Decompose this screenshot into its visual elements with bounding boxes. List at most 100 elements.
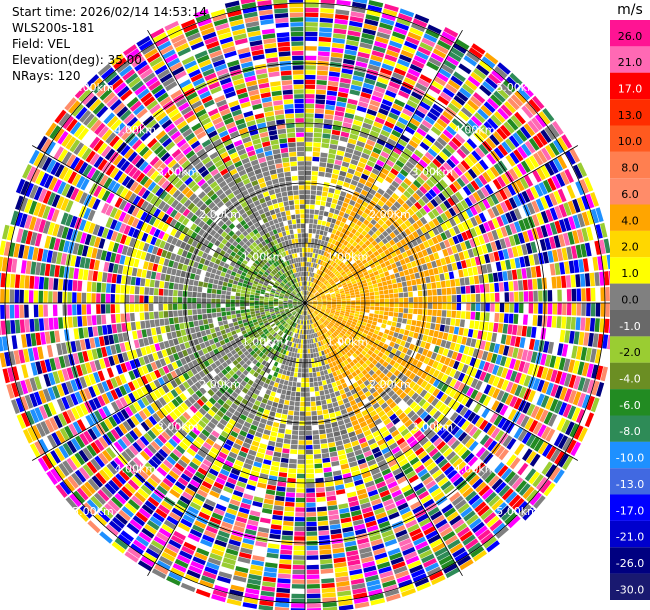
ray-gate <box>481 407 491 419</box>
ray-gate <box>312 304 317 307</box>
ray-gate <box>514 372 522 384</box>
ray-gate <box>181 424 191 434</box>
ray-gate <box>408 255 415 262</box>
ray-gate <box>326 317 332 322</box>
ray-gate <box>344 540 357 547</box>
ray-gate <box>333 552 346 559</box>
ray-gate <box>348 431 356 438</box>
ray-gate <box>277 323 282 328</box>
ray-gate <box>427 358 435 367</box>
ray-gate <box>518 483 531 496</box>
ray-gate <box>265 323 271 328</box>
ray-gate <box>319 366 323 372</box>
ray-gate <box>108 416 118 428</box>
ray-gate <box>347 395 355 402</box>
ray-gate <box>337 226 343 232</box>
ray-gate <box>467 75 481 87</box>
ray-gate <box>341 263 346 269</box>
ray-gate <box>493 462 505 474</box>
ray-gate <box>71 472 83 486</box>
ray-gate <box>192 524 205 534</box>
ray-gate <box>295 512 305 517</box>
ray-gate <box>397 502 409 511</box>
ray-gate <box>513 195 522 207</box>
ray-gate <box>387 481 398 489</box>
ray-gate <box>308 358 312 363</box>
ray-gate <box>568 216 576 230</box>
ray-gate <box>161 551 176 562</box>
ray-gate <box>460 241 467 251</box>
ray-gate <box>140 484 153 496</box>
ray-gate <box>423 414 432 423</box>
ray-gate <box>305 156 312 161</box>
ray-gate <box>426 315 432 323</box>
ray-gate <box>374 40 388 49</box>
ray-gate <box>235 566 249 574</box>
ray-gate <box>253 331 259 336</box>
ray-gate <box>401 588 416 597</box>
ray-gate <box>539 479 552 494</box>
ray-gate <box>334 115 344 122</box>
ray-gate <box>362 282 368 287</box>
ray-gate <box>191 427 201 436</box>
ray-gate <box>508 494 521 508</box>
ray-gate <box>190 560 205 570</box>
ray-gate <box>230 384 237 391</box>
ray-gate <box>266 552 279 559</box>
ray-gate <box>310 387 315 392</box>
ray-gate <box>421 195 430 204</box>
ray-gate <box>244 383 252 390</box>
ray-gate <box>333 286 338 290</box>
ray-gate <box>365 306 370 310</box>
ray-gate <box>306 459 314 464</box>
ray-gate <box>424 255 431 263</box>
ray-gate <box>384 249 390 256</box>
ray-gate <box>323 262 328 267</box>
ray-gate <box>464 452 475 464</box>
ray-gate <box>171 398 180 408</box>
ray-gate <box>314 292 319 296</box>
ray-gate <box>357 320 363 325</box>
ray-gate <box>478 223 487 234</box>
ray-gate <box>310 308 314 312</box>
ray-gate <box>273 451 282 458</box>
ray-gate <box>308 319 311 325</box>
ray-gate <box>141 396 150 407</box>
ray-gate <box>297 334 300 339</box>
ray-gate <box>369 463 379 471</box>
ray-gate <box>155 508 168 519</box>
ray-gate <box>188 417 197 427</box>
ray-gate <box>590 192 599 207</box>
ray-gate <box>281 374 286 380</box>
ray-gate <box>461 364 469 374</box>
ray-gate <box>226 422 234 430</box>
ray-gate <box>339 261 344 267</box>
ray-gate <box>590 397 600 413</box>
ray-gate <box>272 401 279 408</box>
ray-gate <box>508 313 514 324</box>
ray-gate <box>449 378 457 388</box>
ray-gate <box>284 506 295 512</box>
ray-gate <box>287 473 297 479</box>
ray-gate <box>471 294 476 302</box>
ray-gate <box>339 269 345 274</box>
ray-gate <box>395 498 407 507</box>
ray-gate <box>186 569 201 579</box>
ray-gate <box>311 297 316 300</box>
ray-gate <box>332 256 338 262</box>
ray-gate <box>252 420 260 427</box>
ray-gate <box>329 290 335 294</box>
ray-gate <box>343 197 351 204</box>
ray-gate <box>307 301 313 303</box>
ray-gate <box>339 512 351 519</box>
ray-gate <box>281 535 293 541</box>
ray-gate <box>225 380 233 387</box>
ray-gate <box>320 335 324 341</box>
ray-gate <box>301 310 303 315</box>
ray-gate <box>356 432 365 440</box>
ray-gate <box>504 237 512 248</box>
ray-gate <box>325 236 330 242</box>
ray-gate <box>345 369 351 376</box>
ray-gate <box>316 75 328 81</box>
ray-gate <box>344 268 350 273</box>
